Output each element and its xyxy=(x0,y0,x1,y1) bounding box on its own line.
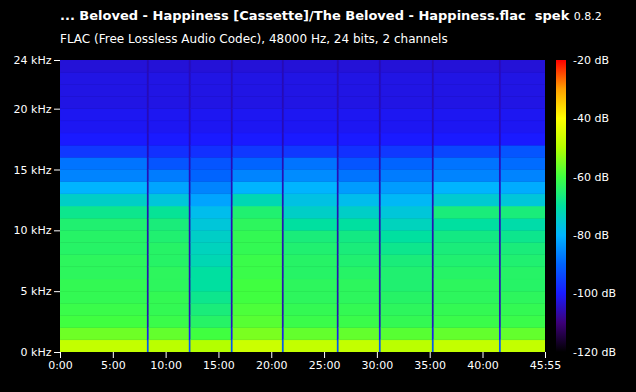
svg-text:15 kHz: 15 kHz xyxy=(14,164,52,177)
svg-text:20 kHz: 20 kHz xyxy=(14,103,52,116)
svg-text:30:00: 30:00 xyxy=(362,359,394,372)
svg-text:-120 dB: -120 dB xyxy=(573,346,616,359)
svg-text:10:00: 10:00 xyxy=(150,359,182,372)
svg-text:24 kHz: 24 kHz xyxy=(14,54,52,67)
svg-text:45:55: 45:55 xyxy=(530,359,562,372)
svg-text:5 kHz: 5 kHz xyxy=(21,285,52,298)
svg-text:-20 dB: -20 dB xyxy=(573,54,609,67)
svg-text:35:00: 35:00 xyxy=(414,359,446,372)
html-text:... Beloved - Happiness [Casse: ... Beloved - Happiness [Cassette]/The B… xyxy=(60,8,602,23)
svg-text:0:00: 0:00 xyxy=(48,359,73,372)
svg-text:-60 dB: -60 dB xyxy=(573,171,609,184)
svg-text:-40 dB: -40 dB xyxy=(573,112,609,125)
svg-text:15:00: 15:00 xyxy=(203,359,235,372)
svg-text:-100 dB: -100 dB xyxy=(573,287,616,300)
svg-text:0 kHz: 0 kHz xyxy=(21,346,52,359)
svg-text:25:00: 25:00 xyxy=(309,359,341,372)
html-text:FLAC (Free Lossless Audio Code: FLAC (Free Lossless Audio Codec), 48000 … xyxy=(60,32,448,46)
svg-text:40:00: 40:00 xyxy=(467,359,499,372)
svg-text:5:00: 5:00 xyxy=(101,359,126,372)
svg-text:20:00: 20:00 xyxy=(256,359,288,372)
svg-text:-80 dB: -80 dB xyxy=(573,229,609,242)
svg-text:10 kHz: 10 kHz xyxy=(14,224,52,237)
